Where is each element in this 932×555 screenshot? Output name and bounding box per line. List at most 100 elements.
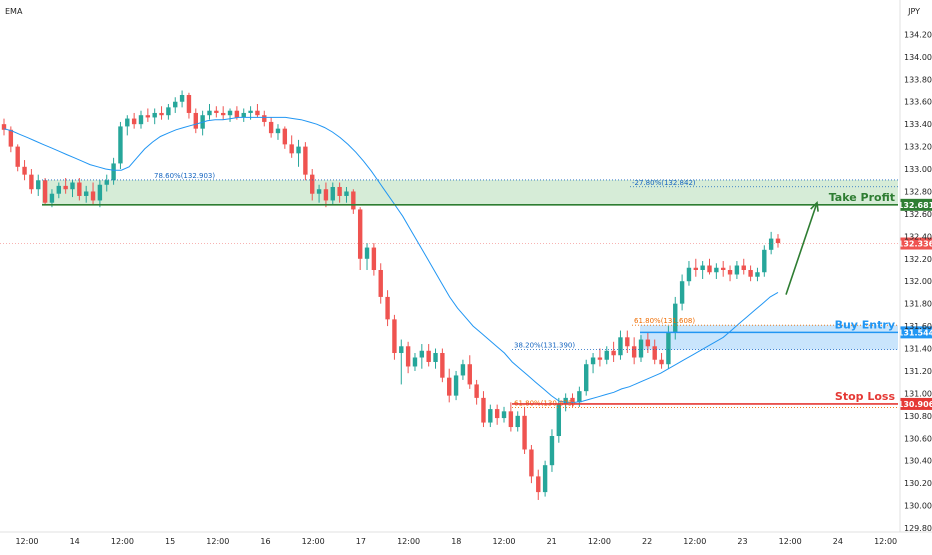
- candle: [268, 117, 274, 138]
- projection-arrow: [785, 202, 818, 295]
- candle: [652, 339, 657, 365]
- level-layer: 78.60%(132.903) -27.80%(132.842) 61.80%(13…: [0, 172, 932, 410]
- x-tick-label: 12:00: [874, 537, 897, 546]
- candle: [262, 110, 267, 127]
- candle-body: [597, 357, 603, 360]
- fib-neg-27-8-label: -27.80%(132.842): [632, 179, 696, 187]
- candle: [15, 144, 20, 172]
- candle-body: [316, 189, 322, 194]
- candle-body: [666, 332, 671, 365]
- candle-body: [234, 110, 240, 118]
- candle: [748, 265, 753, 282]
- x-tick-label: 12:00: [206, 537, 229, 546]
- x-tick-label: 12:00: [397, 537, 420, 546]
- candle-body: [70, 182, 75, 190]
- candle-body: [481, 397, 486, 423]
- y-tick-label: 130.200: [904, 479, 932, 488]
- candle: [481, 391, 486, 428]
- candle-body: [611, 350, 616, 356]
- x-tick-label: 21: [547, 537, 557, 546]
- candle-body: [426, 350, 431, 362]
- candle-body: [659, 359, 664, 365]
- candle: [494, 404, 500, 425]
- candle-body: [378, 270, 383, 297]
- candle: [762, 245, 767, 277]
- current-price-tag: [900, 237, 932, 250]
- buy-entry-label: Buy Entry: [835, 318, 895, 331]
- candle: [734, 261, 740, 279]
- candle: [214, 106, 219, 118]
- candle-body: [563, 397, 568, 405]
- candle-body: [179, 95, 185, 102]
- y-tick-label: 130.600: [904, 434, 932, 443]
- candle-body: [227, 110, 233, 116]
- candle: [323, 182, 329, 208]
- candle-body: [248, 110, 253, 113]
- candle: [501, 406, 507, 423]
- candle-body: [97, 184, 103, 201]
- x-tick-label: 14: [70, 537, 80, 546]
- candle-body: [131, 118, 137, 125]
- candle: [371, 243, 377, 276]
- candle: [474, 379, 479, 405]
- x-tick-label: 12:00: [302, 537, 325, 546]
- candle-body: [412, 357, 418, 367]
- candle: [611, 341, 616, 362]
- candle: [344, 186, 349, 203]
- x-tick-label: 12:00: [111, 537, 134, 546]
- candle-body: [625, 337, 630, 347]
- candle: [412, 353, 418, 371]
- candle-body: [220, 112, 226, 116]
- zone-layer: [42, 179, 898, 350]
- candle-body: [488, 409, 493, 423]
- candle: [186, 92, 192, 119]
- candle-body: [405, 346, 411, 367]
- candle: [29, 169, 34, 194]
- projection-arrow-head: [810, 200, 819, 212]
- y-tick-label: 133.200: [904, 143, 932, 152]
- candle-body: [29, 174, 34, 190]
- indicator-label: EMA: [5, 7, 23, 16]
- candle: [467, 355, 472, 389]
- candle: [179, 90, 185, 108]
- candle-body: [173, 101, 178, 108]
- candle-body: [310, 174, 315, 194]
- candle-body: [748, 270, 753, 277]
- candle-body: [501, 411, 507, 419]
- y-tick-label: 131.000: [904, 389, 932, 398]
- take-profit-price-text: 132.681: [898, 201, 932, 210]
- candle: [63, 178, 68, 194]
- candle: [659, 353, 664, 369]
- x-tick-label: 16: [260, 537, 270, 546]
- candle: [604, 346, 609, 365]
- candle: [70, 180, 75, 198]
- candle-body: [447, 377, 452, 396]
- candle: [529, 444, 534, 484]
- x-tick-label: 24: [833, 537, 843, 546]
- y-tick-label: 131.800: [904, 300, 932, 309]
- candle-body: [679, 281, 685, 304]
- candle-body: [275, 128, 281, 134]
- candle: [433, 348, 438, 369]
- candle-body: [453, 375, 459, 396]
- candle: [625, 330, 630, 354]
- candle-body: [83, 191, 89, 196]
- candle: [296, 139, 301, 167]
- candle: [714, 263, 719, 279]
- take-profit-label: Take Profit: [829, 191, 895, 204]
- candle: [419, 344, 425, 369]
- candle-body: [166, 107, 171, 116]
- candle: [303, 142, 308, 181]
- candle: [399, 339, 404, 385]
- candle-body: [604, 350, 609, 360]
- candle: [125, 115, 130, 136]
- stop-loss-price-text: 130.906: [898, 400, 932, 409]
- candle: [152, 108, 157, 125]
- candle: [56, 182, 61, 199]
- candle-body: [392, 319, 397, 354]
- candle-body: [289, 144, 294, 154]
- candle: [755, 267, 760, 282]
- candle-body: [255, 110, 260, 116]
- candle: [638, 335, 644, 362]
